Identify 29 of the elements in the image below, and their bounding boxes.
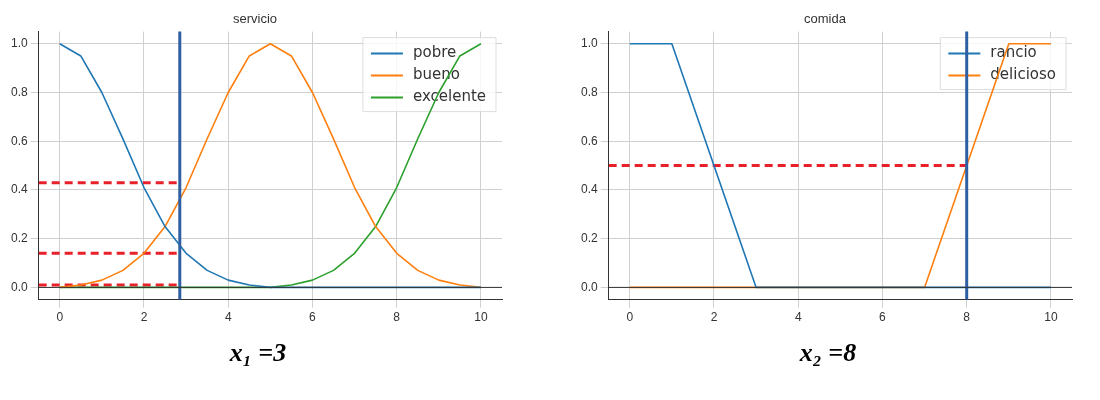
text: x₂ =8: [798, 338, 858, 368]
y-tick-label: 0.8: [580, 84, 598, 99]
x-tick-label: 8: [963, 310, 971, 325]
y-tick-label: 0.6: [10, 133, 28, 148]
x-tick-label: 10: [1044, 310, 1058, 325]
x-tick-label: 6: [879, 310, 887, 325]
y-tick-label: 0.0: [580, 279, 598, 294]
legend-label: pobre: [412, 43, 457, 62]
x-tick-label: 6: [309, 310, 317, 325]
x-tick-label: 4: [224, 310, 232, 325]
y-tick-label: 1.0: [10, 36, 28, 51]
x-tick-label: 2: [140, 310, 148, 325]
y-tick-label: 0.8: [10, 84, 28, 99]
x-tick-label: 0: [626, 310, 634, 325]
x-tick-label: 8: [393, 310, 401, 325]
y-tick-label: 0.2: [580, 231, 598, 245]
x-tick-label: 2: [710, 310, 718, 325]
x-tick-label: 10: [474, 310, 488, 325]
y-tick-label: 0.4: [10, 182, 28, 197]
x-tick-label: 4: [794, 310, 802, 325]
y-tick-label: 0.4: [580, 182, 598, 197]
x-tick-label: 0: [56, 310, 64, 325]
text: x₁ =3: [228, 338, 288, 368]
y-tick-label: 0.6: [580, 133, 598, 148]
y-tick-label: 0.0: [10, 279, 28, 294]
chart-title: comida: [804, 11, 847, 27]
y-tick-label: 0.2: [10, 231, 28, 245]
y-tick-label: 1.0: [580, 36, 598, 51]
chart-title: servicio: [232, 11, 278, 27]
